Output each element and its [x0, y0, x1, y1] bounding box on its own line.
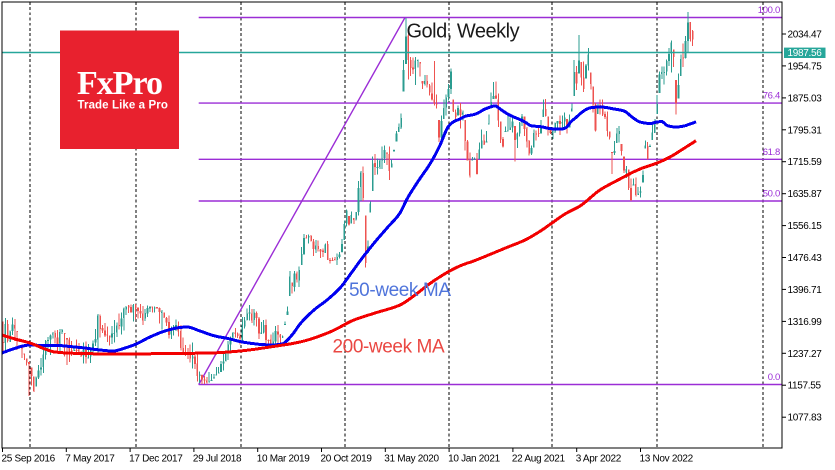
svg-text:1077.83: 1077.83	[788, 413, 823, 424]
svg-text:1954.75: 1954.75	[788, 61, 823, 72]
svg-text:2034.47: 2034.47	[788, 30, 823, 41]
svg-text:1396.71: 1396.71	[788, 285, 823, 296]
svg-text:FxPro: FxPro	[77, 65, 162, 102]
svg-text:1237.27: 1237.27	[788, 349, 823, 360]
svg-text:Gold, Weekly: Gold, Weekly	[407, 21, 520, 43]
svg-text:1795.31: 1795.31	[788, 125, 823, 136]
svg-text:13 Nov 2022: 13 Nov 2022	[640, 454, 694, 465]
svg-text:1987.56: 1987.56	[788, 48, 823, 59]
svg-text:50-week MA: 50-week MA	[349, 280, 451, 301]
svg-text:1715.59: 1715.59	[788, 157, 823, 168]
svg-text:200-week MA: 200-week MA	[333, 337, 445, 358]
svg-text:50.0: 50.0	[763, 189, 780, 200]
svg-text:Trade Like a Pro: Trade Like a Pro	[78, 100, 168, 112]
svg-text:1476.43: 1476.43	[788, 253, 823, 264]
svg-text:1875.03: 1875.03	[788, 93, 823, 104]
svg-text:22 Aug 2021: 22 Aug 2021	[512, 454, 566, 465]
svg-text:1556.15: 1556.15	[788, 221, 823, 232]
svg-text:61.8: 61.8	[763, 147, 780, 158]
svg-text:1635.87: 1635.87	[788, 189, 823, 200]
svg-text:3 Apr 2022: 3 Apr 2022	[576, 454, 622, 465]
svg-text:29 Jul 2018: 29 Jul 2018	[193, 454, 242, 465]
svg-text:76.4: 76.4	[763, 91, 780, 102]
svg-text:10 Jan 2021: 10 Jan 2021	[448, 454, 500, 465]
svg-text:20 Oct 2019: 20 Oct 2019	[321, 454, 373, 465]
svg-text:17 Dec 2017: 17 Dec 2017	[129, 454, 183, 465]
svg-text:1316.99: 1316.99	[788, 317, 823, 328]
svg-text:31 May 2020: 31 May 2020	[384, 454, 439, 465]
svg-text:0.0: 0.0	[768, 372, 780, 383]
svg-text:100.0: 100.0	[758, 5, 780, 16]
svg-text:10 Mar 2019: 10 Mar 2019	[257, 454, 311, 465]
svg-text:25 Sep 2016: 25 Sep 2016	[2, 454, 56, 465]
svg-text:1157.55: 1157.55	[788, 381, 822, 392]
svg-text:7 May 2017: 7 May 2017	[65, 454, 115, 465]
